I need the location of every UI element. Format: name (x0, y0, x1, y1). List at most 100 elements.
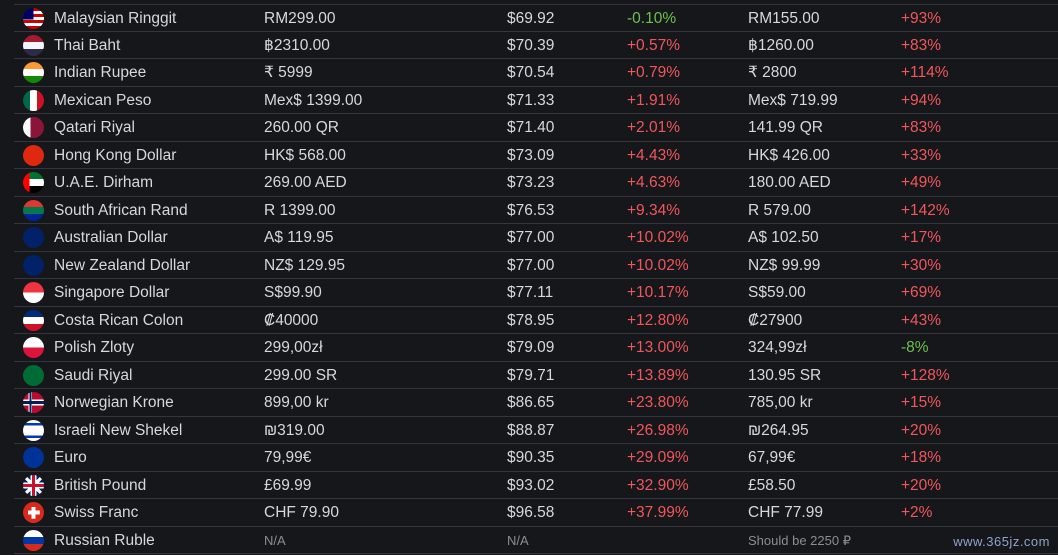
currency-name: Indian Rupee (54, 64, 147, 81)
usd-price: $69.92 (507, 10, 555, 27)
currency-name: Russian Ruble (54, 531, 155, 549)
usd-difference: +12.80% (627, 311, 689, 329)
thailand-flag-icon (23, 34, 44, 56)
alt-price: HK$ 426.00 (748, 146, 830, 164)
usd-difference: +26.98% (627, 421, 689, 439)
local-price: Mex$ 1399.00 (264, 91, 363, 109)
usd-difference: +32.90% (627, 476, 689, 494)
currency-name: British Pound (54, 476, 147, 494)
alt-difference: +128% (901, 366, 950, 384)
alt-difference: +69% (901, 284, 942, 301)
uae-flag-icon (23, 172, 44, 193)
alt-difference: +33% (901, 146, 942, 164)
table-row: Polish Zloty 299,00zł $79.09 +13.00% 324,99z… (14, 334, 1058, 362)
alt-difference: +15% (901, 394, 942, 411)
usd-difference: +23.80% (627, 394, 689, 411)
alt-difference: +20% (901, 476, 942, 494)
table-row: Malaysian Ringgit RM299.00 $69.92 -0.10% RM1… (14, 4, 1058, 32)
usd-price: $78.95 (507, 311, 555, 329)
local-price: £69.99 (264, 476, 312, 494)
currency-name: Costa Rican Colon (54, 311, 184, 329)
table-row: U.A.E. Dirham 269.00 AED $73.23 +4.63% 180.0… (14, 169, 1058, 197)
alt-difference: +20% (901, 421, 942, 439)
currency-name: Thai Baht (54, 36, 121, 54)
australia-flag-icon (23, 227, 44, 248)
usd-price: $71.40 (507, 119, 555, 136)
watermark: www.365jz.com (953, 534, 1050, 549)
currency-name: Malaysian Ringgit (54, 10, 177, 27)
table-row: British Pound £69.99 $93.02 +32.90% £58.50 +2… (14, 472, 1058, 499)
currency-name: New Zealand Dollar (54, 256, 191, 274)
alt-price: ₹ 2800 (748, 64, 797, 81)
singapore-flag-icon (23, 282, 44, 303)
malaysia-flag-icon (23, 8, 44, 29)
alt-difference: +93% (901, 10, 942, 27)
currency-name: South African Rand (54, 201, 188, 219)
table-row: Norwegian Krone 899,00 kr $86.65 +23.80% 785… (14, 389, 1058, 417)
alt-price: ฿1260.00 (748, 36, 814, 54)
table-row: Saudi Riyal 299.00 SR $79.71 +13.89% 130.95 … (14, 362, 1058, 389)
table-row: Mexican Peso Mex$ 1399.00 $71.33 +1.91% Mex$… (14, 87, 1058, 114)
currency-name: Israeli New Shekel (54, 421, 183, 439)
usd-price: $77.00 (507, 229, 555, 246)
local-price: R 1399.00 (264, 201, 336, 219)
local-price: ₹ 5999 (264, 64, 313, 81)
alt-difference: +83% (901, 119, 942, 136)
norway-flag-icon (23, 392, 44, 413)
alt-difference: +30% (901, 256, 942, 274)
usd-price: $79.09 (507, 339, 555, 356)
alt-price: Mex$ 719.99 (748, 91, 838, 109)
alt-price: Should be 2250 ₽ (748, 532, 851, 548)
local-price: RM299.00 (264, 10, 336, 27)
local-price: S$99.90 (264, 284, 322, 301)
table-row: Euro 79,99€ $90.35 +29.09% 67,99€ +18% (14, 444, 1058, 472)
usd-difference: -0.10% (627, 10, 677, 27)
currency-name: Polish Zloty (54, 339, 135, 356)
usd-difference: +13.00% (627, 339, 689, 356)
usd-price: $70.54 (507, 64, 555, 81)
alt-difference: +142% (901, 201, 950, 219)
russia-flag-icon (23, 529, 44, 551)
alt-price: NZ$ 99.99 (748, 256, 821, 274)
alt-price: ₪264.95 (748, 421, 809, 439)
usd-price: $73.23 (507, 174, 555, 191)
local-price: NZ$ 129.95 (264, 256, 345, 274)
local-price: 299.00 SR (264, 366, 338, 384)
local-price: N/A (264, 532, 286, 548)
israel-flag-icon (23, 419, 44, 441)
alt-difference: +83% (901, 36, 942, 54)
alt-difference: +2% (901, 504, 933, 521)
usd-price: $88.87 (507, 421, 555, 439)
price-table: Malaysian Ringgit RM299.00 $69.92 -0.10% RM1… (14, 4, 1058, 554)
table-row: Qatari Riyal 260.00 QR $71.40 +2.01% 141.99 … (14, 114, 1058, 142)
table-row: Costa Rican Colon ₡40000 $78.95 +12.80% ₡279… (14, 307, 1058, 334)
local-price: 79,99€ (264, 449, 312, 466)
usd-price: $90.35 (507, 449, 555, 466)
uk-flag-icon (23, 474, 44, 496)
usd-difference: +9.34% (627, 201, 681, 219)
usd-difference: +37.99% (627, 504, 689, 521)
table-row: Russian Ruble N/A N/A Should be 2250 ₽ (14, 527, 1058, 554)
alt-price: 130.95 SR (748, 366, 822, 384)
usd-difference: +4.63% (627, 174, 681, 191)
usd-price: $70.39 (507, 36, 555, 54)
alt-difference: +17% (901, 229, 942, 246)
alt-price: A$ 102.50 (748, 229, 819, 246)
india-flag-icon (23, 62, 44, 83)
poland-flag-icon (23, 337, 44, 358)
currency-name: Swiss Franc (54, 504, 139, 521)
southafrica-flag-icon (23, 199, 44, 221)
usd-difference: +29.09% (627, 449, 689, 466)
hongkong-flag-icon (23, 144, 44, 166)
alt-difference: -8% (901, 339, 929, 356)
usd-price: $86.65 (507, 394, 555, 411)
currency-name: Mexican Peso (54, 91, 152, 109)
table-row: Australian Dollar A$ 119.95 $77.00 +10.02% A… (14, 224, 1058, 252)
local-price: HK$ 568.00 (264, 146, 346, 164)
usd-price: $93.02 (507, 476, 555, 494)
alt-difference: +114% (901, 64, 949, 81)
newzealand-flag-icon (23, 254, 44, 276)
currency-name: Hong Kong Dollar (54, 146, 177, 164)
table-row: Thai Baht ฿2310.00 $70.39 +0.57% ฿1260.00 +83… (14, 32, 1058, 59)
currency-name: Singapore Dollar (54, 284, 170, 301)
